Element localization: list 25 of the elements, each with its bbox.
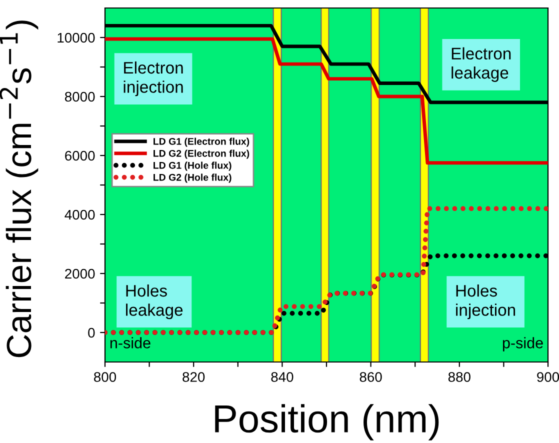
y-tick-label: 0 <box>88 328 95 338</box>
y-tick-label: 6000 <box>65 150 95 161</box>
line-series <box>105 206 548 335</box>
x-tick-label: 800 <box>94 372 116 382</box>
annotation: n-side <box>110 337 150 348</box>
annotation: Electron leakage <box>452 47 511 82</box>
x-tick-label: 860 <box>360 372 382 382</box>
annotation: Holes leakage <box>126 284 183 320</box>
legend-label: LD G1 (Electron flux) <box>154 138 250 147</box>
x-tick-label: 880 <box>448 372 470 382</box>
x-tick-label: 840 <box>271 372 294 382</box>
y-tick-label: 2000 <box>65 268 95 279</box>
legend-label: LD G2 (Electron flux) <box>154 150 250 159</box>
y-tick-label: 4000 <box>64 210 95 220</box>
y-tick-label: 10000 <box>58 32 95 43</box>
x-tick-label: 900 <box>537 372 559 382</box>
annotation: p-side <box>502 337 543 352</box>
x-tick-label: 820 <box>182 372 205 382</box>
y-tick-label: 8000 <box>64 92 95 102</box>
legend-label: LD G1 (Hole flux) <box>154 162 232 171</box>
legend-label: LD G2 (Hole flux) <box>154 174 232 183</box>
x-axis-title: Position (nm) <box>215 404 439 440</box>
y-axis-title: Carrier flux (cm$^{−2}$s$^{−1}$) <box>0 20 38 358</box>
annotation: Holes injection <box>456 284 516 320</box>
annotation: Electron injection <box>124 61 183 96</box>
